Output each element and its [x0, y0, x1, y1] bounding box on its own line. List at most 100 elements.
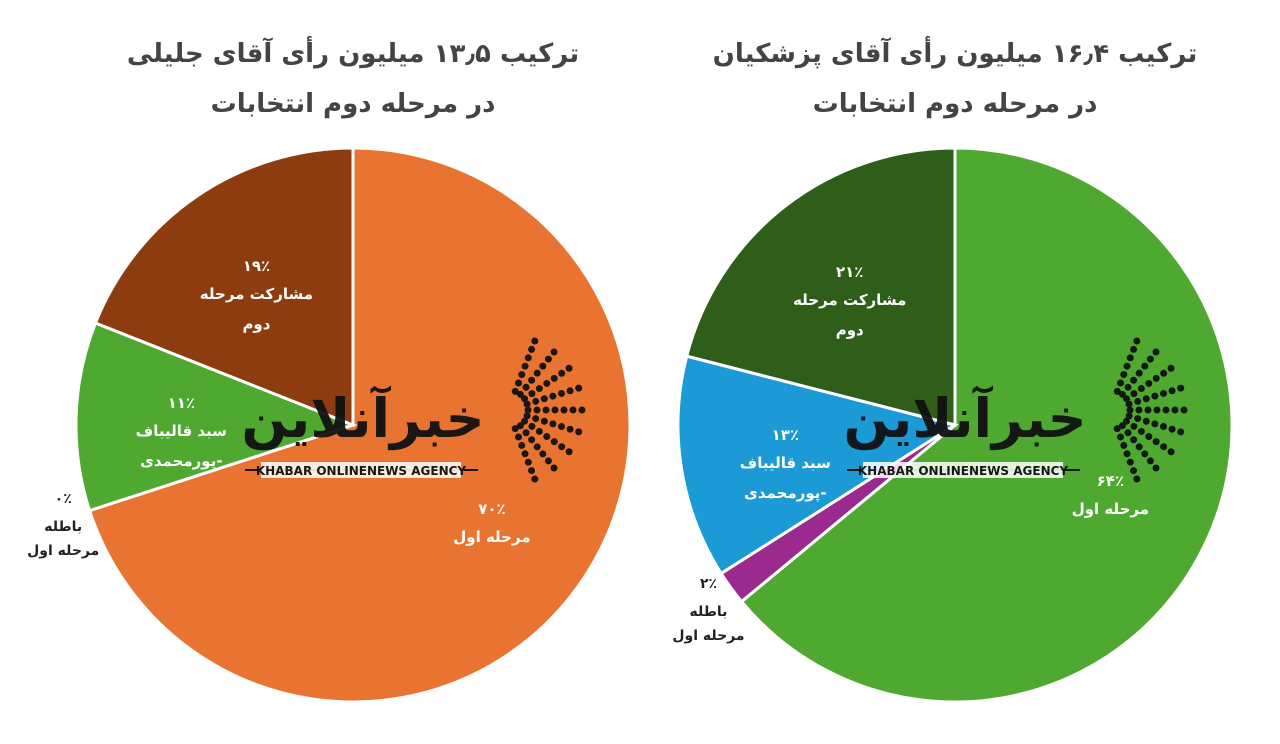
logo-dot	[550, 348, 558, 356]
logo-dot	[558, 443, 566, 451]
logo-dot	[557, 389, 565, 397]
logo-dot	[1117, 433, 1125, 441]
logo-dot	[531, 337, 539, 345]
logo-dot	[521, 362, 529, 370]
logo-dot	[543, 379, 551, 387]
logo-dot	[1145, 379, 1153, 387]
logo-dot	[1113, 425, 1121, 433]
logo-dot	[575, 384, 583, 392]
chart-subtitle: در مرحله دوم انتخابات	[813, 89, 1098, 119]
logo-dot	[1135, 369, 1143, 377]
pie-slice	[684, 146, 957, 427]
logo-dot	[1146, 355, 1154, 363]
logo-dot	[575, 428, 583, 436]
logo-dot	[1144, 406, 1152, 414]
slice-label: سبد قالیباف -پورمحمدی	[739, 453, 831, 502]
slice-label: مرحله اول	[453, 527, 531, 546]
logo-dot	[1167, 364, 1175, 372]
logo-dot	[540, 417, 548, 425]
logo-dot	[524, 458, 532, 466]
value-label: ۲۱٪	[836, 263, 864, 282]
logo-dot	[1126, 354, 1134, 362]
logo-dot	[540, 395, 548, 403]
pie-slice	[739, 146, 1234, 704]
logo-dot	[1152, 348, 1160, 356]
logo-dot	[533, 406, 541, 414]
logo-dot	[515, 379, 523, 387]
slice-label: باطله مرحله اول	[672, 604, 745, 645]
watermark-tagline: KHABAR ONLINENEWS AGENCY	[256, 464, 467, 478]
logo-dot	[544, 457, 552, 465]
logo-dot	[1168, 387, 1176, 395]
logo-dot	[528, 345, 536, 353]
logo-dot	[1171, 406, 1179, 414]
logo-dot	[533, 443, 541, 451]
logo-dot	[1137, 427, 1145, 435]
logo-dot	[1146, 457, 1154, 465]
chart-title: ترکیب ۱۳٫۵ میلیون رأی آقای جلیلی	[127, 36, 579, 69]
logo-dot	[521, 395, 529, 403]
logo-dot	[524, 406, 532, 414]
logo-dot	[1153, 406, 1161, 414]
logo-dot	[543, 433, 551, 441]
logo-dot	[1123, 417, 1131, 425]
logo-dot	[544, 355, 552, 363]
logo-dot	[1117, 379, 1125, 387]
logo-dot	[528, 467, 536, 475]
logo-dot	[1126, 458, 1134, 466]
logo-dot	[1126, 406, 1134, 414]
value-label: ۱۹٪	[242, 256, 271, 275]
logo-dot	[1134, 415, 1142, 423]
logo-dot	[1130, 390, 1138, 398]
logo-dot	[1120, 441, 1128, 449]
logo-dot	[516, 390, 524, 398]
logo-dot	[1123, 395, 1131, 403]
logo-dot	[1137, 385, 1145, 393]
pie-slice	[93, 146, 355, 428]
logo-dot	[516, 422, 524, 430]
logo-dot	[557, 423, 565, 431]
logo-dot	[1142, 395, 1150, 403]
logo-dot	[531, 475, 539, 483]
logo-dot	[1145, 433, 1153, 441]
pie-slice	[87, 146, 632, 704]
logo-dot	[528, 376, 536, 384]
logo-dot	[1130, 436, 1138, 444]
logo-dot	[535, 385, 543, 393]
chart-title: ترکیب ۱۶٫۴ میلیون رأی آقای پزشکیان	[713, 36, 1198, 69]
logo-dot	[1180, 406, 1188, 414]
value-label: ۷۰٪	[478, 499, 506, 518]
logo-dot	[1141, 450, 1149, 458]
watermark-tagline: KHABAR ONLINENEWS AGENCY	[858, 464, 1069, 478]
logo-dot	[1118, 422, 1126, 430]
logo-dot	[518, 371, 526, 379]
logo-dot	[1135, 406, 1143, 414]
logo-dot	[1152, 464, 1160, 472]
logo-dot	[1130, 376, 1138, 384]
logo-dot	[1123, 450, 1131, 458]
logo-dot	[550, 464, 558, 472]
logo-dot	[532, 415, 540, 423]
logo-dot	[532, 397, 540, 405]
logo-dot	[1160, 369, 1168, 377]
logo-dot	[511, 425, 519, 433]
logo-dot	[1160, 443, 1168, 451]
logo-dot	[566, 425, 574, 433]
watermark: خبرآنلاین KHABAR ONLINENEWS AGENCY	[241, 337, 586, 483]
value-label: ۶۴٪	[1096, 472, 1125, 491]
logo-dot	[533, 369, 541, 377]
logo-dot	[578, 406, 586, 414]
logo-dot	[1151, 392, 1159, 400]
logo-dot	[523, 412, 531, 420]
logo-dot	[1125, 412, 1133, 420]
logo-dot	[551, 406, 559, 414]
logo-dot	[1151, 420, 1159, 428]
logo-dot	[1125, 400, 1133, 408]
logo-dot	[1152, 438, 1160, 446]
logo-dot	[515, 433, 523, 441]
slice-label: مشارکت مرحله دوم	[199, 284, 314, 333]
value-label: ۲٪	[699, 576, 718, 593]
logo-dot	[1123, 362, 1131, 370]
